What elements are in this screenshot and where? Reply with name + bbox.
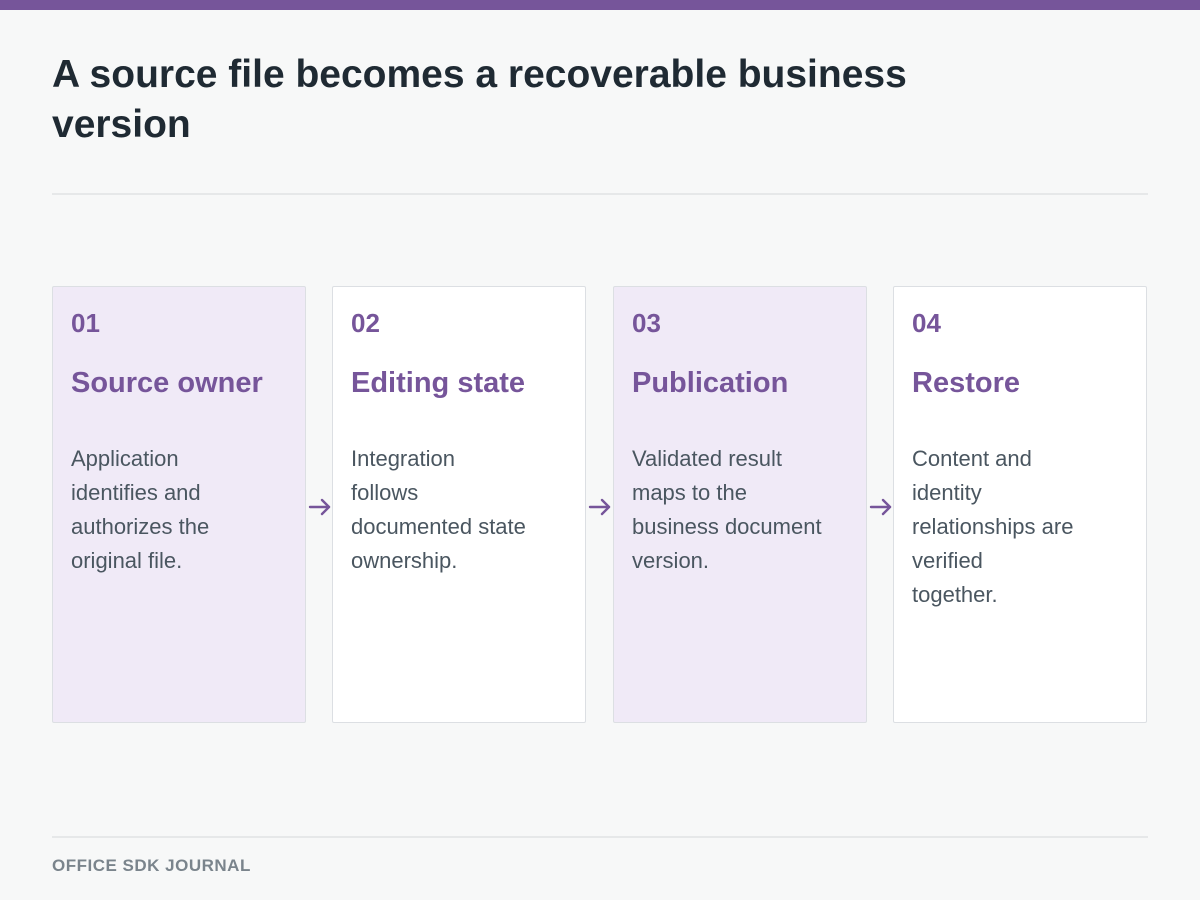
step-number: 02 xyxy=(351,308,380,338)
footer-divider xyxy=(52,836,1148,838)
step-description-line: Validated result xyxy=(632,446,783,471)
page-title: A source file becomes a recoverable busi… xyxy=(52,53,907,146)
step-card-editing-state: 02 Editing state Integration follows doc… xyxy=(332,286,586,723)
step-description-line: Content and xyxy=(912,446,1032,471)
step-number: 04 xyxy=(912,308,941,338)
step-description-line: Integration xyxy=(351,446,455,471)
step-description: Integration follows documented state own… xyxy=(351,442,568,578)
top-accent-bar xyxy=(0,0,1200,10)
step-card-source-owner: 01 Source owner Application identifies a… xyxy=(52,286,306,723)
step-description-line: Application xyxy=(71,446,179,471)
step-title: Editing state xyxy=(351,367,526,399)
step-description: Application identifies and authorizes th… xyxy=(71,442,288,578)
step-description-line: identity xyxy=(912,480,982,505)
step-description-line: authorizes the xyxy=(71,514,210,539)
header-divider xyxy=(52,193,1148,195)
step-description-line: follows xyxy=(351,480,419,505)
step-description-line: version. xyxy=(632,548,710,573)
step-number: 01 xyxy=(71,308,100,338)
step-card-publication: 03 Publication Validated result maps to … xyxy=(613,286,867,723)
step-description-line: relationships are xyxy=(912,514,1074,539)
step-title: Source owner xyxy=(71,367,263,399)
arrow-right-icon xyxy=(308,498,331,516)
step-description-line: together. xyxy=(912,582,998,607)
step-description-line: maps to the xyxy=(632,480,747,505)
step-description-line: ownership. xyxy=(351,548,458,573)
step-description-line: identifies and xyxy=(71,480,201,505)
footer-brand: OFFICE SDK JOURNAL xyxy=(52,856,251,875)
step-title: Publication xyxy=(632,367,789,399)
step-description: Validated result maps to the business do… xyxy=(632,442,849,578)
step-title: Restore xyxy=(912,367,1020,399)
arrow-right-icon xyxy=(588,498,611,516)
step-description: Content and identity relationships are v… xyxy=(912,442,1129,612)
step-description-line: documented state xyxy=(351,514,526,539)
step-description-line: business document xyxy=(632,514,822,539)
step-number: 03 xyxy=(632,308,661,338)
step-card-restore: 04 Restore Content and identity relation… xyxy=(893,286,1147,723)
arrow-right-icon xyxy=(869,498,892,516)
step-description-line: verified xyxy=(912,548,983,573)
step-description-line: original file. xyxy=(71,548,183,573)
